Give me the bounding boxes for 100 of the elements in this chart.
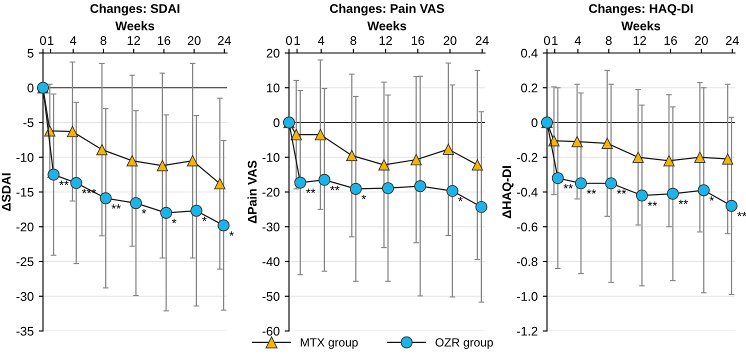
y-axis-title: ΔPain VAS: [247, 160, 257, 224]
y-axis-title: ΔSDAI: [2, 173, 11, 211]
point: [126, 155, 138, 166]
x-tick-label: 8: [350, 36, 356, 45]
annotation: **: [678, 200, 688, 204]
x-tick-label: 12: [380, 36, 392, 45]
y-tick-label: 0: [274, 118, 280, 128]
point: [290, 129, 302, 140]
point: [663, 155, 675, 166]
x-tick-label: 1: [552, 36, 558, 45]
point: [190, 204, 202, 217]
y-tick-label: 0: [532, 118, 538, 128]
x-tick-label: 16: [664, 36, 677, 45]
point: [666, 188, 679, 200]
x-tick-label: 4: [318, 36, 324, 45]
point: [472, 159, 483, 171]
x-tick-label: 8: [100, 36, 106, 45]
annotation: *: [229, 231, 234, 236]
annotation: **: [59, 180, 69, 186]
x-axis-title: Weeks: [621, 21, 660, 30]
annotation: *: [709, 196, 714, 201]
point: [48, 168, 60, 181]
x-tick-label: 20: [695, 36, 708, 45]
y-tick-label: -0.8: [516, 257, 538, 266]
point: [442, 144, 454, 155]
legend-label: OZR group: [436, 338, 493, 349]
x-tick-label: 1: [48, 36, 54, 45]
y-tick-label: -1.0: [516, 292, 538, 301]
point: [218, 219, 230, 232]
x-axis-title: Weeks: [115, 21, 154, 30]
annotation: *: [202, 216, 207, 222]
x-axis-title: Weeks: [367, 21, 406, 30]
point: [156, 160, 168, 172]
point: [96, 144, 108, 156]
legend-label: MTX group: [300, 338, 358, 349]
point: [214, 178, 226, 190]
point: [414, 180, 426, 192]
chart-title: Changes: HAQ-DI: [589, 4, 693, 16]
x-tick-label: 4: [574, 36, 581, 45]
point: [378, 159, 390, 171]
point: [722, 153, 734, 165]
point: [574, 177, 587, 190]
x-tick-label: 0: [544, 36, 550, 45]
y-tick-label: -40: [262, 257, 280, 266]
y-tick-label: -50: [262, 292, 280, 301]
point: [350, 182, 362, 195]
point: [70, 176, 82, 189]
annotation: **: [564, 184, 573, 189]
x-tick-label: 16: [158, 36, 170, 45]
y-tick-label: 0.4: [521, 48, 538, 58]
annotation: **: [648, 201, 658, 206]
point: [636, 190, 648, 202]
point: [605, 177, 618, 190]
chart-title: Changes: Pain VAS: [330, 4, 444, 16]
point: [130, 197, 142, 210]
annotation: **: [111, 204, 121, 209]
x-tick-label: 20: [444, 36, 456, 45]
x-tick-label: 16: [412, 36, 424, 45]
x-tick-label: 1: [294, 36, 300, 45]
x-tick-label: 0: [286, 36, 292, 45]
y-tick-label: -0.6: [516, 222, 538, 232]
x-tick-label: 24: [476, 36, 489, 45]
y-tick-label: -60: [262, 326, 280, 336]
x-tick-label: 20: [188, 36, 201, 45]
point: [698, 184, 710, 196]
point: [382, 182, 394, 194]
annotation: **: [616, 189, 626, 194]
y-tick-label: -35: [16, 326, 34, 336]
y-tick-label: -1.2: [516, 326, 538, 336]
point: [726, 200, 738, 212]
x-tick-label: 4: [70, 36, 76, 45]
y-tick-label: -20: [262, 188, 280, 197]
y-tick-label: -5: [23, 118, 34, 128]
x-tick-label: 12: [128, 36, 140, 45]
point: [475, 200, 488, 213]
point: [548, 135, 560, 146]
y-tick-label: -10: [16, 153, 34, 162]
point: [66, 126, 78, 138]
y-tick-label: -15: [16, 188, 34, 197]
point: [602, 138, 613, 149]
y-tick-label: -0.4: [516, 188, 538, 197]
x-tick-label: 8: [606, 36, 612, 45]
annotation: **: [586, 189, 596, 194]
y-tick-label: 5: [28, 48, 34, 58]
y-tick-label: -30: [16, 292, 34, 301]
point: [160, 206, 172, 219]
annotation: *: [142, 209, 146, 214]
chart-title: Changes: SDAI: [90, 4, 180, 16]
point: [694, 152, 706, 163]
y-tick-label: -20: [16, 222, 34, 232]
point: [100, 192, 112, 204]
y-tick-label: 10: [267, 84, 280, 92]
x-tick-label: 24: [218, 36, 231, 45]
x-tick-label: 24: [726, 36, 739, 45]
annotation: *: [362, 194, 366, 200]
x-tick-label: 12: [634, 36, 646, 45]
y-tick-label: 0: [28, 84, 34, 92]
annotation: *: [172, 218, 176, 224]
y-tick-label: 20: [266, 48, 280, 58]
point: [318, 174, 330, 186]
